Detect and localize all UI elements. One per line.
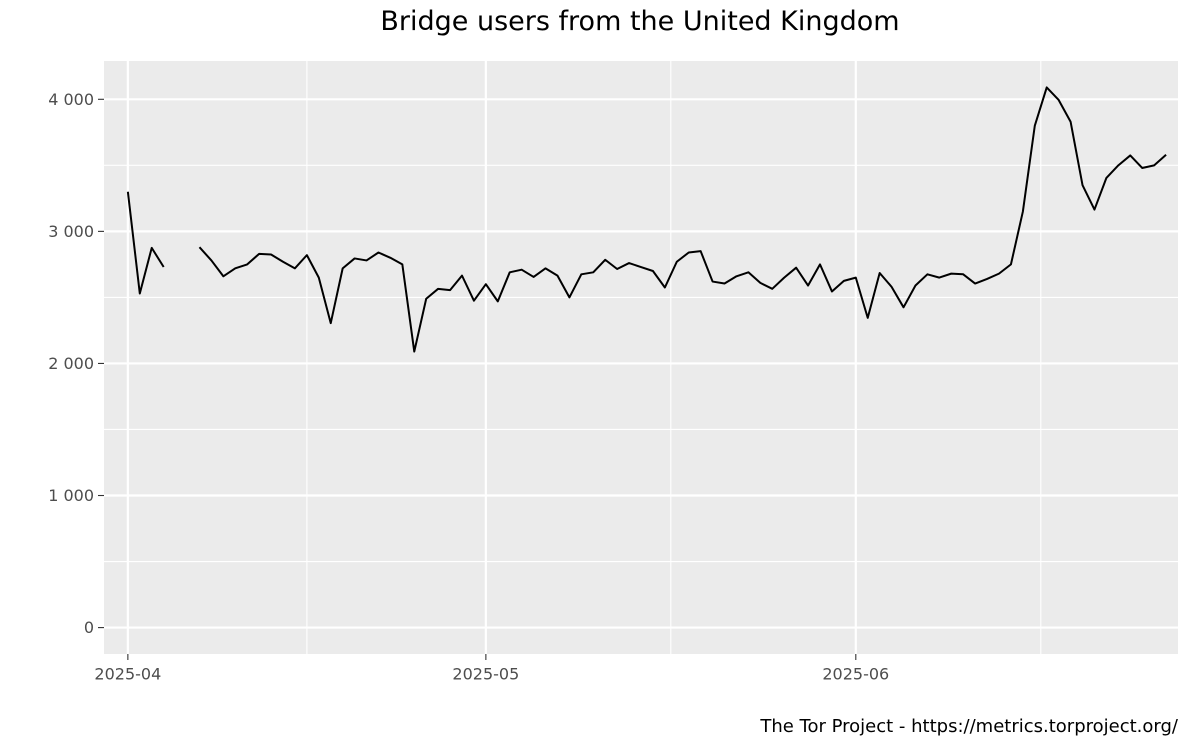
series-line-segment xyxy=(198,86,1167,353)
chart-caption: The Tor Project - https://metrics.torpro… xyxy=(760,716,1178,737)
grid-major xyxy=(104,61,1178,654)
series-layer xyxy=(126,86,1167,353)
plot-panel xyxy=(104,61,1178,654)
y-tick-label: 1 000 xyxy=(48,486,94,505)
y-tick-label: 3 000 xyxy=(48,222,94,241)
y-axis: 0 1 000 2 000 3 000 4 000 xyxy=(48,90,104,637)
x-tick-label: 2025-06 xyxy=(822,665,889,684)
series-line-segment xyxy=(126,191,165,295)
chart-title: Bridge users from the United Kingdom xyxy=(380,6,900,37)
x-tick-label: 2025-04 xyxy=(94,665,161,684)
y-tick-label: 2 000 xyxy=(48,354,94,373)
x-axis: 2025-04 2025-05 2025-06 xyxy=(94,654,889,684)
x-tick-label: 2025-05 xyxy=(452,665,519,684)
grid-minor xyxy=(104,61,1178,654)
y-tick-label: 0 xyxy=(84,618,94,637)
y-tick-label: 4 000 xyxy=(48,90,94,109)
